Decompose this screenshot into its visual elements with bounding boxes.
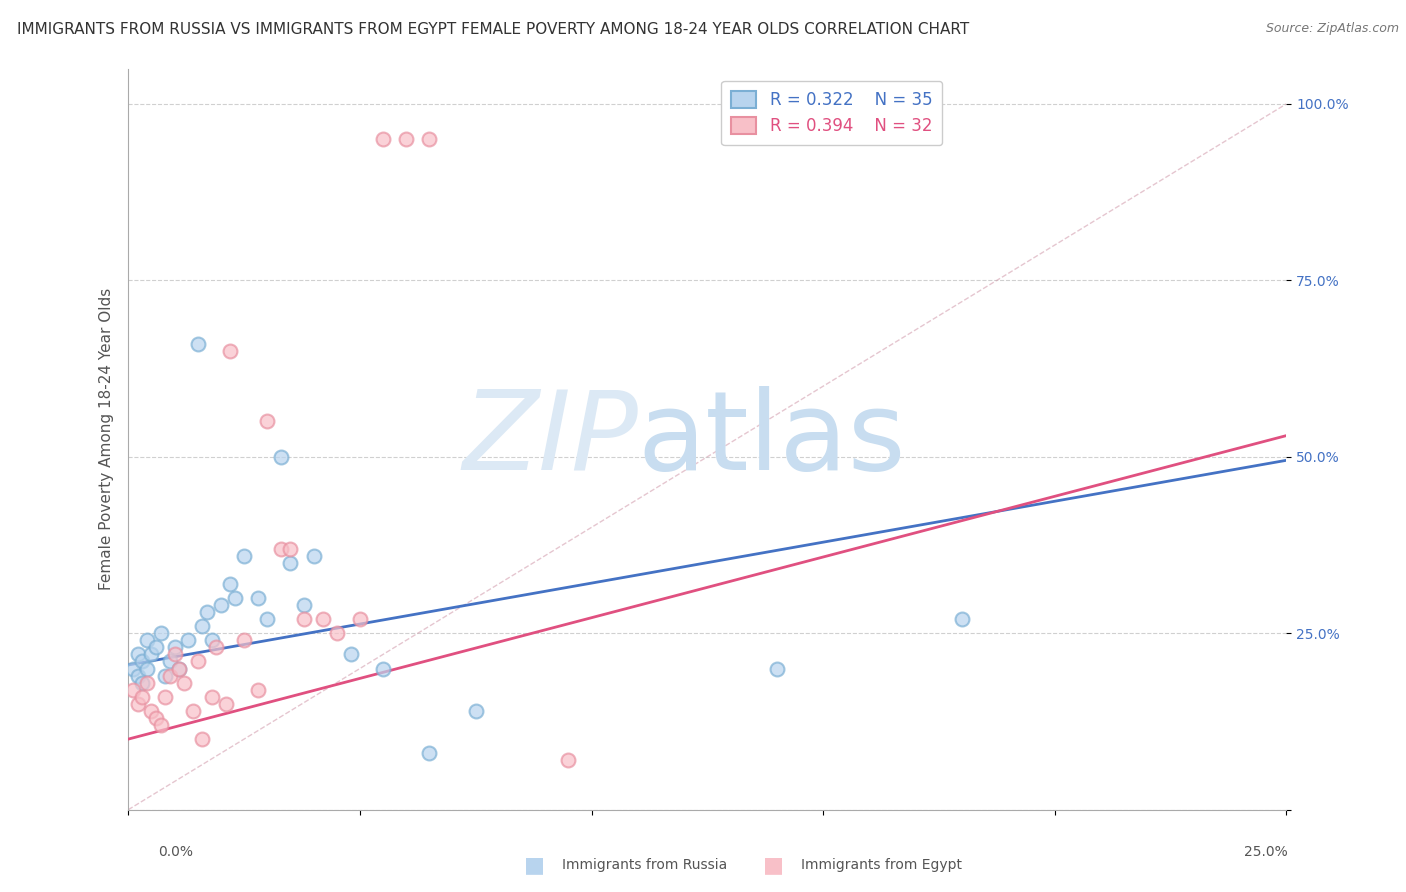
Point <box>418 132 440 146</box>
Point <box>141 704 163 718</box>
Point <box>395 132 418 146</box>
Y-axis label: Female Poverty Among 18-24 Year Olds: Female Poverty Among 18-24 Year Olds <box>100 288 114 591</box>
Point <box>418 746 440 760</box>
Point <box>209 598 232 612</box>
Point <box>766 661 789 675</box>
Text: atlas: atlas <box>638 385 907 492</box>
Text: Immigrants from Egypt: Immigrants from Egypt <box>801 858 963 872</box>
Point <box>292 612 315 626</box>
Point <box>339 648 361 662</box>
Point <box>163 640 186 655</box>
Point <box>145 711 167 725</box>
Point <box>191 619 214 633</box>
Point <box>159 655 181 669</box>
Text: IMMIGRANTS FROM RUSSIA VS IMMIGRANTS FROM EGYPT FEMALE POVERTY AMONG 18-24 YEAR : IMMIGRANTS FROM RUSSIA VS IMMIGRANTS FRO… <box>17 22 969 37</box>
Point <box>224 591 246 605</box>
Point <box>135 661 157 675</box>
Point <box>256 414 278 428</box>
Point <box>201 633 224 648</box>
Point <box>270 541 292 556</box>
Point <box>187 655 209 669</box>
Text: 25.0%: 25.0% <box>1243 845 1288 859</box>
Point <box>141 648 163 662</box>
Point <box>371 132 394 146</box>
Point <box>131 675 153 690</box>
Point <box>127 697 149 711</box>
Point <box>201 690 224 704</box>
Point <box>167 661 190 675</box>
Text: ■: ■ <box>524 855 544 875</box>
Text: ZIP: ZIP <box>463 385 638 492</box>
Point <box>135 633 157 648</box>
Point <box>371 661 394 675</box>
Point <box>131 690 153 704</box>
Point <box>145 640 167 655</box>
Point <box>163 648 186 662</box>
Point <box>280 556 302 570</box>
Point <box>122 661 145 675</box>
Point <box>270 450 292 464</box>
Point <box>149 718 172 732</box>
Point <box>127 648 149 662</box>
Point <box>195 605 218 619</box>
Point <box>233 549 256 563</box>
Point <box>280 541 302 556</box>
Point <box>292 598 315 612</box>
Text: 0.0%: 0.0% <box>159 845 193 859</box>
Point <box>127 668 149 682</box>
Point <box>219 343 242 358</box>
Text: ■: ■ <box>763 855 783 875</box>
Point <box>167 661 190 675</box>
Point <box>173 675 195 690</box>
Point <box>219 577 242 591</box>
Point <box>233 633 256 648</box>
Point <box>246 682 269 697</box>
Point <box>214 697 236 711</box>
Text: Source: ZipAtlas.com: Source: ZipAtlas.com <box>1265 22 1399 36</box>
Point <box>135 675 157 690</box>
Text: Immigrants from Russia: Immigrants from Russia <box>562 858 728 872</box>
Point <box>131 655 153 669</box>
Legend: R = 0.322    N = 35, R = 0.394    N = 32: R = 0.322 N = 35, R = 0.394 N = 32 <box>721 80 942 145</box>
Point <box>557 753 579 767</box>
Point <box>302 549 325 563</box>
Point <box>181 704 204 718</box>
Point <box>349 612 371 626</box>
Point <box>205 640 228 655</box>
Point <box>246 591 269 605</box>
Point <box>312 612 335 626</box>
Point <box>155 690 177 704</box>
Point <box>187 336 209 351</box>
Point <box>464 704 486 718</box>
Point <box>950 612 973 626</box>
Point <box>159 668 181 682</box>
Point <box>325 626 347 640</box>
Point <box>122 682 145 697</box>
Point <box>256 612 278 626</box>
Point <box>149 626 172 640</box>
Point <box>155 668 177 682</box>
Point <box>177 633 200 648</box>
Point <box>191 732 214 747</box>
